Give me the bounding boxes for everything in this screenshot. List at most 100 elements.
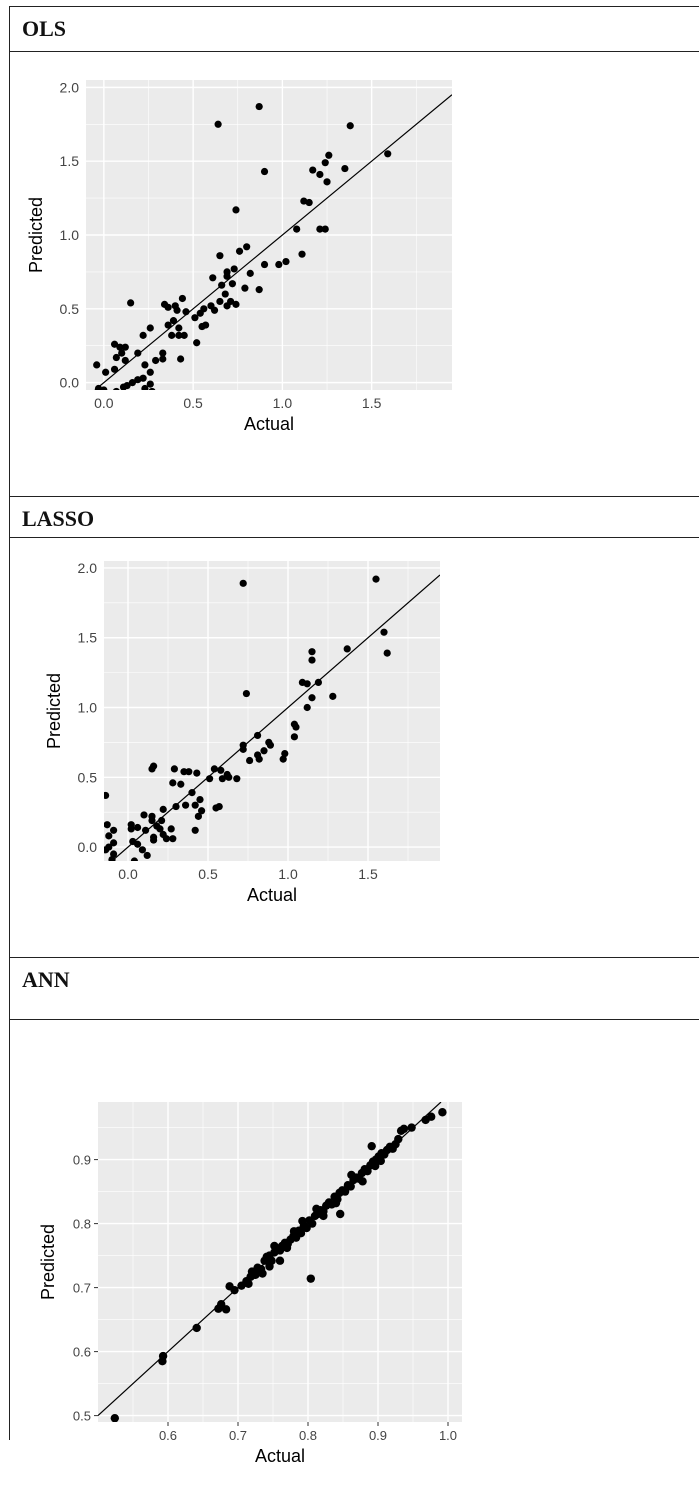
data-point <box>346 1182 355 1191</box>
data-point <box>134 823 142 832</box>
data-point <box>228 280 236 288</box>
data-point <box>255 102 263 111</box>
data-point <box>383 649 391 657</box>
data-point <box>134 376 142 384</box>
data-point <box>325 151 333 159</box>
data-point <box>146 324 154 332</box>
data-point <box>104 821 111 829</box>
data-point <box>218 775 226 783</box>
data-point <box>372 575 380 583</box>
data-point <box>235 247 244 255</box>
y-tick-label: 2.0 <box>78 560 98 576</box>
data-point <box>112 353 120 362</box>
data-point <box>233 775 241 783</box>
data-point <box>130 857 138 861</box>
data-point <box>214 120 222 128</box>
data-point <box>308 694 316 702</box>
data-point <box>255 755 263 763</box>
data-point <box>221 290 229 298</box>
data-point <box>298 250 306 258</box>
y-tick-label: 0.6 <box>73 1345 91 1360</box>
data-point <box>343 645 351 653</box>
data-point <box>191 801 199 809</box>
data-point <box>275 260 283 269</box>
data-point <box>303 703 311 712</box>
data-point <box>282 257 290 266</box>
data-point <box>127 299 135 307</box>
x-tick-label: 0.5 <box>183 395 203 411</box>
data-point <box>246 269 254 277</box>
data-point <box>308 648 316 656</box>
data-point <box>209 274 217 282</box>
panel-title-ann: ANN <box>22 967 70 992</box>
data-point <box>282 1243 292 1253</box>
data-point <box>254 731 262 740</box>
x-tick-label: 1.0 <box>278 866 298 882</box>
data-point <box>367 1141 376 1151</box>
x-axis-label: Actual <box>247 885 297 905</box>
data-point <box>185 768 193 776</box>
data-point <box>258 1269 267 1278</box>
data-point <box>141 384 149 390</box>
data-point <box>316 225 324 233</box>
data-point <box>118 349 126 357</box>
points-group <box>98 1102 447 1422</box>
data-point <box>225 773 233 781</box>
panel-header-ols: OLS <box>9 6 699 52</box>
data-point <box>175 331 183 339</box>
data-point <box>321 225 329 233</box>
points-group <box>93 94 452 390</box>
data-point <box>239 579 247 587</box>
data-point <box>376 1156 385 1166</box>
data-point <box>305 198 313 207</box>
data-point <box>309 166 317 174</box>
data-point <box>289 1227 299 1236</box>
y-tick-label: 0.9 <box>73 1153 91 1168</box>
panel-title-lasso: LASSO <box>22 506 95 531</box>
data-point <box>340 1187 350 1196</box>
data-point <box>104 846 110 854</box>
data-point <box>394 1134 403 1144</box>
data-point <box>216 252 224 260</box>
data-point <box>116 343 124 351</box>
data-point <box>298 1216 307 1226</box>
x-tick-label: 1.0 <box>273 395 293 411</box>
data-point <box>134 840 142 848</box>
data-point <box>167 825 175 833</box>
data-point <box>100 386 108 390</box>
identity-line <box>111 574 440 861</box>
data-point <box>159 355 167 363</box>
data-point <box>223 302 231 310</box>
data-point <box>279 755 287 763</box>
data-point <box>110 850 118 858</box>
data-point <box>139 331 147 339</box>
data-point <box>293 225 301 233</box>
x-tick-label: 1.5 <box>362 395 382 411</box>
data-point <box>193 769 201 777</box>
panel-title-ols: OLS <box>22 16 67 41</box>
y-tick-label: 0.7 <box>73 1281 91 1296</box>
y-tick-label: 0.5 <box>73 1409 91 1424</box>
data-point <box>331 1198 341 1208</box>
y-tick-label: 1.0 <box>78 700 98 716</box>
data-point <box>314 678 322 686</box>
data-point <box>216 297 224 306</box>
data-point <box>290 733 298 741</box>
data-point <box>196 796 204 804</box>
data-point <box>140 811 148 819</box>
data-point <box>302 1223 311 1233</box>
data-point <box>121 356 129 365</box>
data-point <box>232 206 240 214</box>
panel-cell-ols: 0.0 0.5 1.0 1.5 0.0 0.5 1.0 1.5 2.0 Actual Predict… <box>9 52 699 497</box>
data-point <box>306 1274 315 1283</box>
data-point <box>148 765 156 773</box>
data-point <box>143 851 151 860</box>
data-point <box>303 680 311 688</box>
data-point <box>148 387 156 390</box>
data-point <box>164 303 172 311</box>
data-point <box>159 349 167 357</box>
identity-line <box>98 1102 442 1417</box>
data-point <box>196 309 204 317</box>
data-point <box>243 243 251 251</box>
data-point <box>108 856 116 861</box>
